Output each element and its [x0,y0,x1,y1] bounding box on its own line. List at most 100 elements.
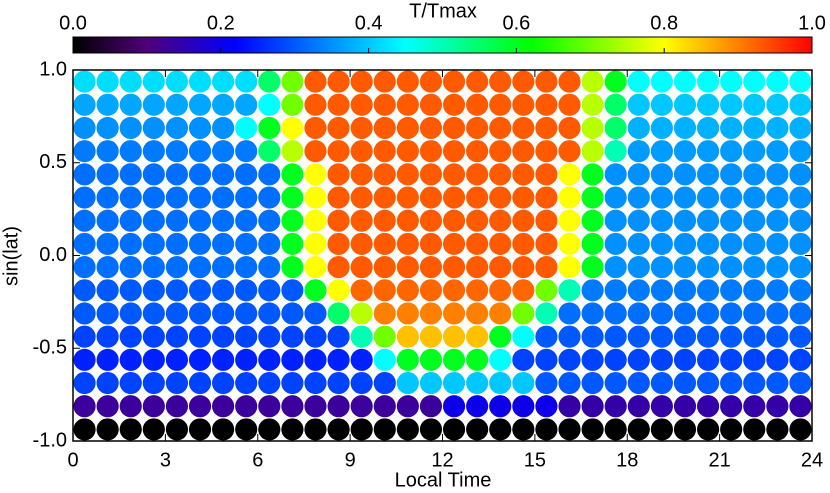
disk [165,209,189,232]
y-tick-label: 0.0 [39,244,67,266]
disk [73,395,96,418]
disk [743,186,766,209]
disk [119,116,142,140]
disk [212,209,235,232]
disk [119,140,142,163]
disk [720,395,743,418]
disk [442,279,466,302]
disk [396,256,419,279]
disk [188,371,212,395]
disk [212,163,235,186]
disk [73,418,96,441]
disk [673,256,697,279]
disk [512,325,535,348]
disk [604,418,627,441]
disk [442,140,466,163]
disk [73,302,96,325]
disk [419,186,443,209]
disk [188,256,212,279]
disk [650,116,673,140]
disk [304,279,327,302]
disk [696,70,720,93]
disk [535,395,558,418]
disk [188,70,212,93]
disk [604,163,627,186]
disk [373,163,396,186]
disk [281,279,304,302]
disk [304,418,327,441]
disk [743,163,766,186]
disk [396,70,419,93]
disk [142,186,165,209]
disk [396,116,419,140]
disk [327,256,350,279]
disk [558,232,581,255]
disk [373,395,396,418]
disk [281,93,304,116]
disk [350,116,373,140]
disk [165,371,189,395]
disk [627,93,650,116]
disk [258,163,281,186]
disk [212,348,235,371]
disk [766,140,789,163]
disk [235,348,258,371]
disk [73,140,96,163]
disk [235,163,258,186]
disk [627,371,650,395]
disk [373,140,396,163]
disk [327,418,350,441]
disk [581,395,604,418]
disk [73,325,96,348]
disk [258,418,281,441]
disk [581,279,604,302]
disk [119,70,142,93]
disk [604,116,627,140]
disk [258,232,281,255]
disk [789,256,812,279]
disk [119,186,142,209]
disk [489,116,512,140]
disk [581,209,604,232]
disk [165,232,189,255]
x-tick-label: 15 [524,449,546,471]
disk [396,279,419,302]
disk [650,209,673,232]
disk [96,348,119,371]
disk [419,348,443,371]
disk [373,93,396,116]
disk [743,232,766,255]
disk [442,418,466,441]
disk [281,418,304,441]
disk [212,93,235,116]
x-tick-label: 12 [431,449,453,471]
disk [165,325,189,348]
disk [650,371,673,395]
disk [188,325,212,348]
disk [327,395,350,418]
disk [535,70,558,93]
disk [235,395,258,418]
disk [304,116,327,140]
disk [142,256,165,279]
disk [327,163,350,186]
disk [650,302,673,325]
disk [327,348,350,371]
disk [673,348,697,371]
disk [789,418,812,441]
disk [350,418,373,441]
disk [96,116,119,140]
disk [789,70,812,93]
disk [188,302,212,325]
disk [73,116,96,140]
y-tick-label: -0.5 [33,337,67,359]
disk [165,256,189,279]
disk [396,395,419,418]
disk [604,279,627,302]
disk [766,302,789,325]
disk [165,186,189,209]
disk [650,232,673,255]
disk [119,418,142,441]
disk [442,232,466,255]
disk [73,186,96,209]
